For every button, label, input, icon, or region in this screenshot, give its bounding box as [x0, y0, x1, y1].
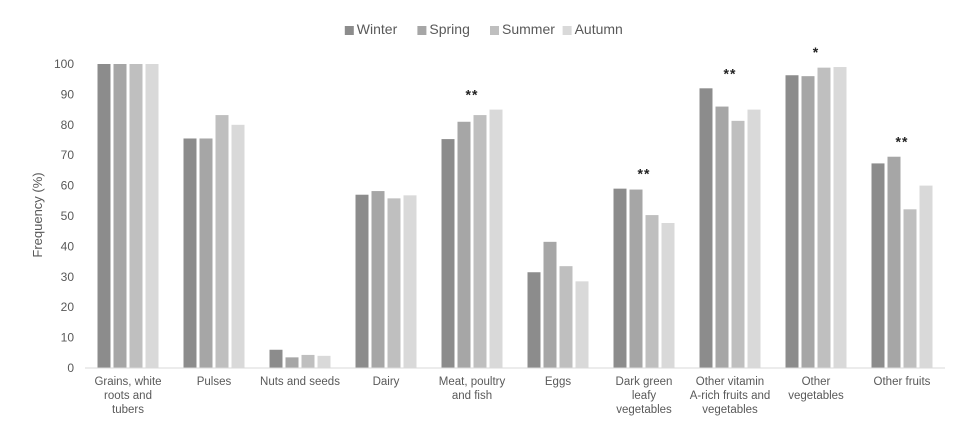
bar-autumn — [661, 222, 675, 368]
bar-summer — [903, 209, 917, 368]
y-tick-label: 20 — [61, 300, 75, 314]
bar-summer — [473, 115, 487, 369]
significance-mark: ** — [638, 166, 651, 182]
legend-swatch-spring — [417, 26, 427, 35]
bar-summer — [731, 120, 745, 369]
bar-spring — [801, 76, 815, 368]
y-tick-label: 30 — [61, 270, 75, 284]
bar-spring — [715, 106, 729, 368]
y-axis-title: Frequency (%) — [30, 172, 45, 257]
legend-swatch-summer — [490, 26, 499, 35]
legend-label-autumn: Autumn — [575, 21, 623, 37]
bar-winter — [355, 194, 369, 368]
significance-mark: ** — [724, 65, 737, 81]
y-tick-label: 10 — [61, 331, 75, 345]
significance-mark: ** — [896, 134, 909, 150]
bar-autumn — [919, 185, 933, 368]
bar-autumn — [833, 67, 847, 368]
bar-spring — [199, 138, 213, 368]
legend: Winter Spring Summer Autumn — [344, 21, 623, 37]
x-tick-label: Dairy — [373, 376, 400, 388]
bar-winter — [699, 88, 713, 368]
bar-summer — [387, 198, 401, 368]
x-tick-label: Meat, poultry and fish — [439, 376, 506, 402]
significance-mark: ** — [466, 87, 479, 103]
y-tick-label: 40 — [61, 239, 75, 253]
bar-winter — [527, 272, 541, 368]
bars — [97, 64, 933, 369]
significance-mark: * — [813, 44, 819, 60]
legend-swatch-winter — [344, 26, 354, 35]
bar-spring — [371, 191, 385, 368]
bar-spring — [285, 357, 299, 368]
y-tick-label: 0 — [67, 361, 74, 375]
y-tick-label: 70 — [61, 148, 75, 162]
bar-winter — [441, 139, 455, 368]
bar-spring — [457, 121, 471, 368]
bar-autumn — [231, 124, 245, 368]
bar-spring — [629, 189, 643, 368]
bar-winter — [97, 64, 111, 368]
bar-winter — [183, 138, 197, 368]
legend-swatch-autumn — [562, 26, 572, 35]
bar-winter — [613, 188, 627, 368]
significance-annotations: ********* — [466, 44, 909, 182]
bar-autumn — [489, 109, 503, 368]
bar-autumn — [403, 195, 417, 368]
bar-autumn — [317, 355, 331, 368]
bar-summer — [559, 266, 573, 368]
legend-label-spring: Spring — [429, 21, 469, 37]
bar-summer — [645, 215, 659, 368]
bar-winter — [871, 163, 885, 368]
x-tick-label: Other vegetables — [788, 376, 844, 402]
x-tick-label: Grains, white roots and tubers — [94, 376, 161, 416]
x-tick-label: Other fruits — [874, 376, 931, 388]
bar-winter — [785, 75, 799, 369]
x-tick-label: Dark green leafy vegetables — [616, 376, 673, 416]
bar-spring — [887, 156, 901, 368]
y-axis: 0 10 20 30 40 50 60 70 80 90 100 — [54, 57, 74, 375]
y-tick-label: 80 — [61, 118, 75, 132]
bar-autumn — [575, 281, 589, 368]
x-tick-label: Nuts and seeds — [260, 376, 340, 388]
y-tick-label: 50 — [61, 209, 75, 223]
y-tick-label: 100 — [54, 57, 74, 71]
bar-winter — [269, 349, 283, 368]
bar-summer — [129, 64, 143, 368]
y-tick-label: 90 — [61, 87, 75, 101]
bar-summer — [301, 354, 315, 368]
bar-autumn — [145, 64, 159, 368]
x-tick-label: Other vitamin A-rich fruits and vegetables — [690, 376, 771, 416]
bar-spring — [543, 241, 557, 368]
y-tick-label: 60 — [61, 179, 75, 193]
x-tick-label: Pulses — [197, 376, 232, 388]
legend-label-winter: Winter — [357, 21, 398, 37]
bar-summer — [817, 67, 831, 368]
bar-spring — [113, 64, 127, 368]
x-tick-label: Eggs — [545, 376, 571, 388]
bar-autumn — [747, 109, 761, 368]
x-axis: Grains, white roots and tubers Pulses Nuts a… — [85, 367, 945, 416]
bar-summer — [215, 115, 229, 369]
legend-label-summer: Summer — [502, 21, 555, 37]
